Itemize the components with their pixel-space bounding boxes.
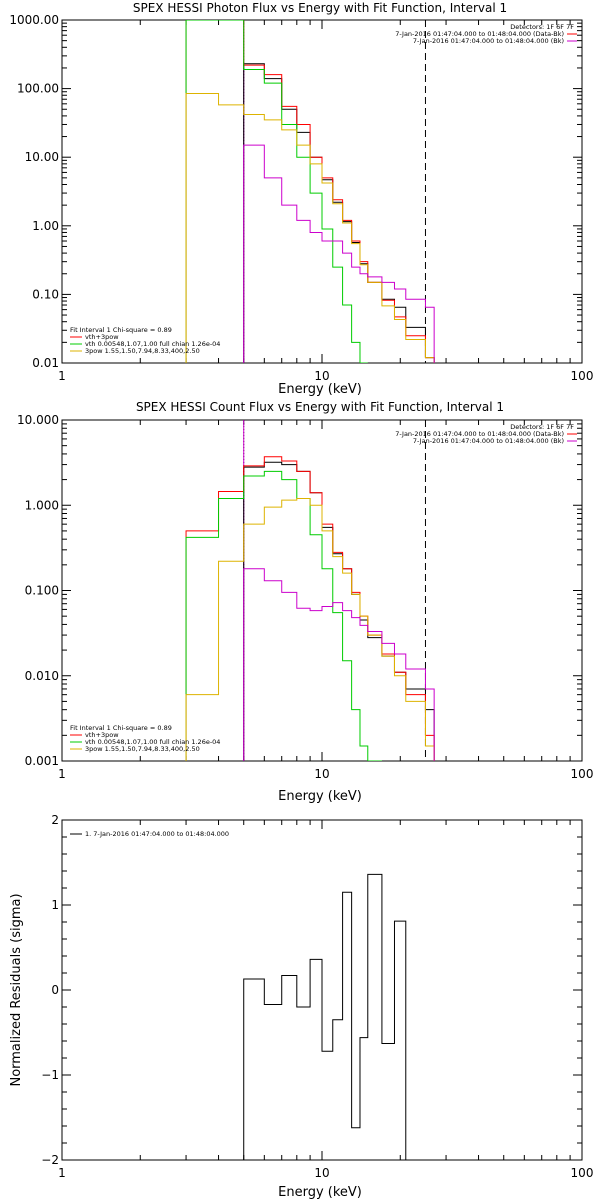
residuals-xtick-label: 100	[571, 1166, 594, 1180]
count-flux-header-line: 7-Jan-2016 01:47:04.000 to 01:48:04.000 …	[413, 437, 564, 445]
photon-flux-plot-area	[185, 20, 435, 363]
photon-flux-xtick-label: 100	[571, 369, 594, 383]
count-flux-title: SPEX HESSI Count Flux vs Energy with Fit…	[136, 400, 504, 414]
count-flux-legend: Fit Interval 1 Chi-square = 0.89vth+3pow…	[70, 724, 220, 753]
residuals-ytick-label: −2	[41, 1153, 59, 1167]
residuals-ylabel: Normalized Residuals (sigma)	[9, 893, 24, 1086]
photon-flux-header-line: Detectors: 1F 6F 7F	[510, 23, 574, 31]
count-flux-legend-entry: 3pow 1.55,1.50,7.94,8.33,400,2.50	[85, 745, 200, 753]
photon-flux-ytick-label: 10.00	[25, 150, 59, 164]
photon-flux-header-line: 7-Jan-2016 01:47:04.000 to 01:48:04.000 …	[395, 30, 564, 38]
photon-flux-ytick-label: 1.00	[32, 219, 59, 233]
count-flux-xtick-label: 10	[314, 767, 329, 781]
count-flux-series-pow	[185, 498, 435, 761]
photon-flux-legend-entry: vth+3pow	[85, 333, 119, 341]
photon-flux-legend-header: Fit Interval 1 Chi-square = 0.89	[70, 326, 172, 334]
photon-flux-legend-entry: vth 0.00548,1.07,1.00 full chian 1.26e-0…	[85, 340, 220, 348]
count-flux-legend-entry: vth+3pow	[85, 731, 119, 739]
count-flux-xlabel: Energy (keV)	[278, 789, 362, 804]
photon-flux-title: SPEX HESSI Photon Flux vs Energy with Fi…	[133, 1, 507, 15]
residuals-ytick-label: 0	[51, 983, 59, 997]
photon-flux-legend-entry: 3pow 1.55,1.50,7.94,8.33,400,2.50	[85, 347, 200, 355]
photon-flux-ytick-label: 0.10	[32, 287, 59, 301]
photon-flux-ytick-label: 100.00	[17, 82, 59, 96]
count-flux-panel: SPEX HESSI Count Flux vs Energy with Fit…	[17, 400, 593, 804]
photon-flux-ytick-label: 0.01	[32, 356, 59, 370]
count-flux-series-total	[185, 456, 435, 761]
count-flux-legend-header: Fit Interval 1 Chi-square = 0.89	[70, 724, 172, 732]
photon-flux-xlabel: Energy (keV)	[278, 382, 362, 397]
photon-flux-series-data	[243, 63, 435, 363]
count-flux-header-line: 7-Jan-2016 01:47:04.000 to 01:48:04.000 …	[395, 430, 564, 438]
residuals-panel: Energy (keV) Normalized Residuals (sigma…	[9, 813, 593, 1200]
count-flux-ytick-label: 10.000	[17, 413, 59, 427]
residuals-ytick-label: −1	[41, 1068, 59, 1082]
count-flux-ytick-label: 0.100	[25, 584, 59, 598]
photon-flux-series-vth	[185, 20, 368, 363]
count-flux-series-vth	[185, 470, 382, 761]
residuals-ytick-label: 1	[51, 898, 59, 912]
residuals-xtick-label: 10	[314, 1166, 329, 1180]
count-flux-header-info: Detectors: 1F 6F 7F7-Jan-2016 01:47:04.0…	[395, 423, 577, 445]
photon-flux-series-bk	[243, 144, 435, 363]
count-flux-legend-entry: vth 0.00548,1.07,1.00 full chian 1.26e-0…	[85, 738, 220, 746]
photon-flux-header-info: Detectors: 1F 6F 7F7-Jan-2016 01:47:04.0…	[395, 23, 577, 45]
photon-flux-series-pow	[185, 92, 435, 363]
count-flux-plot-area	[185, 420, 435, 761]
residuals-legend-entry: 1. 7-Jan-2016 01:47:04.000 to 01:48:04.0…	[85, 830, 229, 838]
residuals-series-residuals	[243, 873, 407, 1160]
photon-flux-ytick-label: 1000.00	[9, 13, 59, 27]
photon-flux-legend: Fit Interval 1 Chi-square = 0.89vth+3pow…	[70, 326, 220, 355]
residuals-xtick-label: 1	[58, 1166, 66, 1180]
photon-flux-header-line: 7-Jan-2016 01:47:04.000 to 01:48:04.000 …	[413, 37, 564, 45]
residuals-plot-area	[243, 873, 407, 1160]
count-flux-header-line: Detectors: 1F 6F 7F	[510, 423, 574, 431]
count-flux-ytick-label: 0.010	[25, 669, 59, 683]
residuals-legend: 1. 7-Jan-2016 01:47:04.000 to 01:48:04.0…	[70, 830, 229, 838]
count-flux-series-bk	[243, 568, 435, 761]
count-flux-ytick-label: 1.000	[25, 498, 59, 512]
residuals-ytick-label: 2	[51, 813, 59, 827]
residuals-xlabel: Energy (keV)	[278, 1185, 362, 1200]
count-flux-ytick-label: 0.001	[25, 754, 59, 768]
photon-flux-xtick-label: 1	[58, 369, 66, 383]
count-flux-xtick-label: 1	[58, 767, 66, 781]
photon-flux-panel: SPEX HESSI Photon Flux vs Energy with Fi…	[9, 1, 593, 397]
photon-flux-xtick-label: 10	[314, 369, 329, 383]
count-flux-xtick-label: 100	[571, 767, 594, 781]
